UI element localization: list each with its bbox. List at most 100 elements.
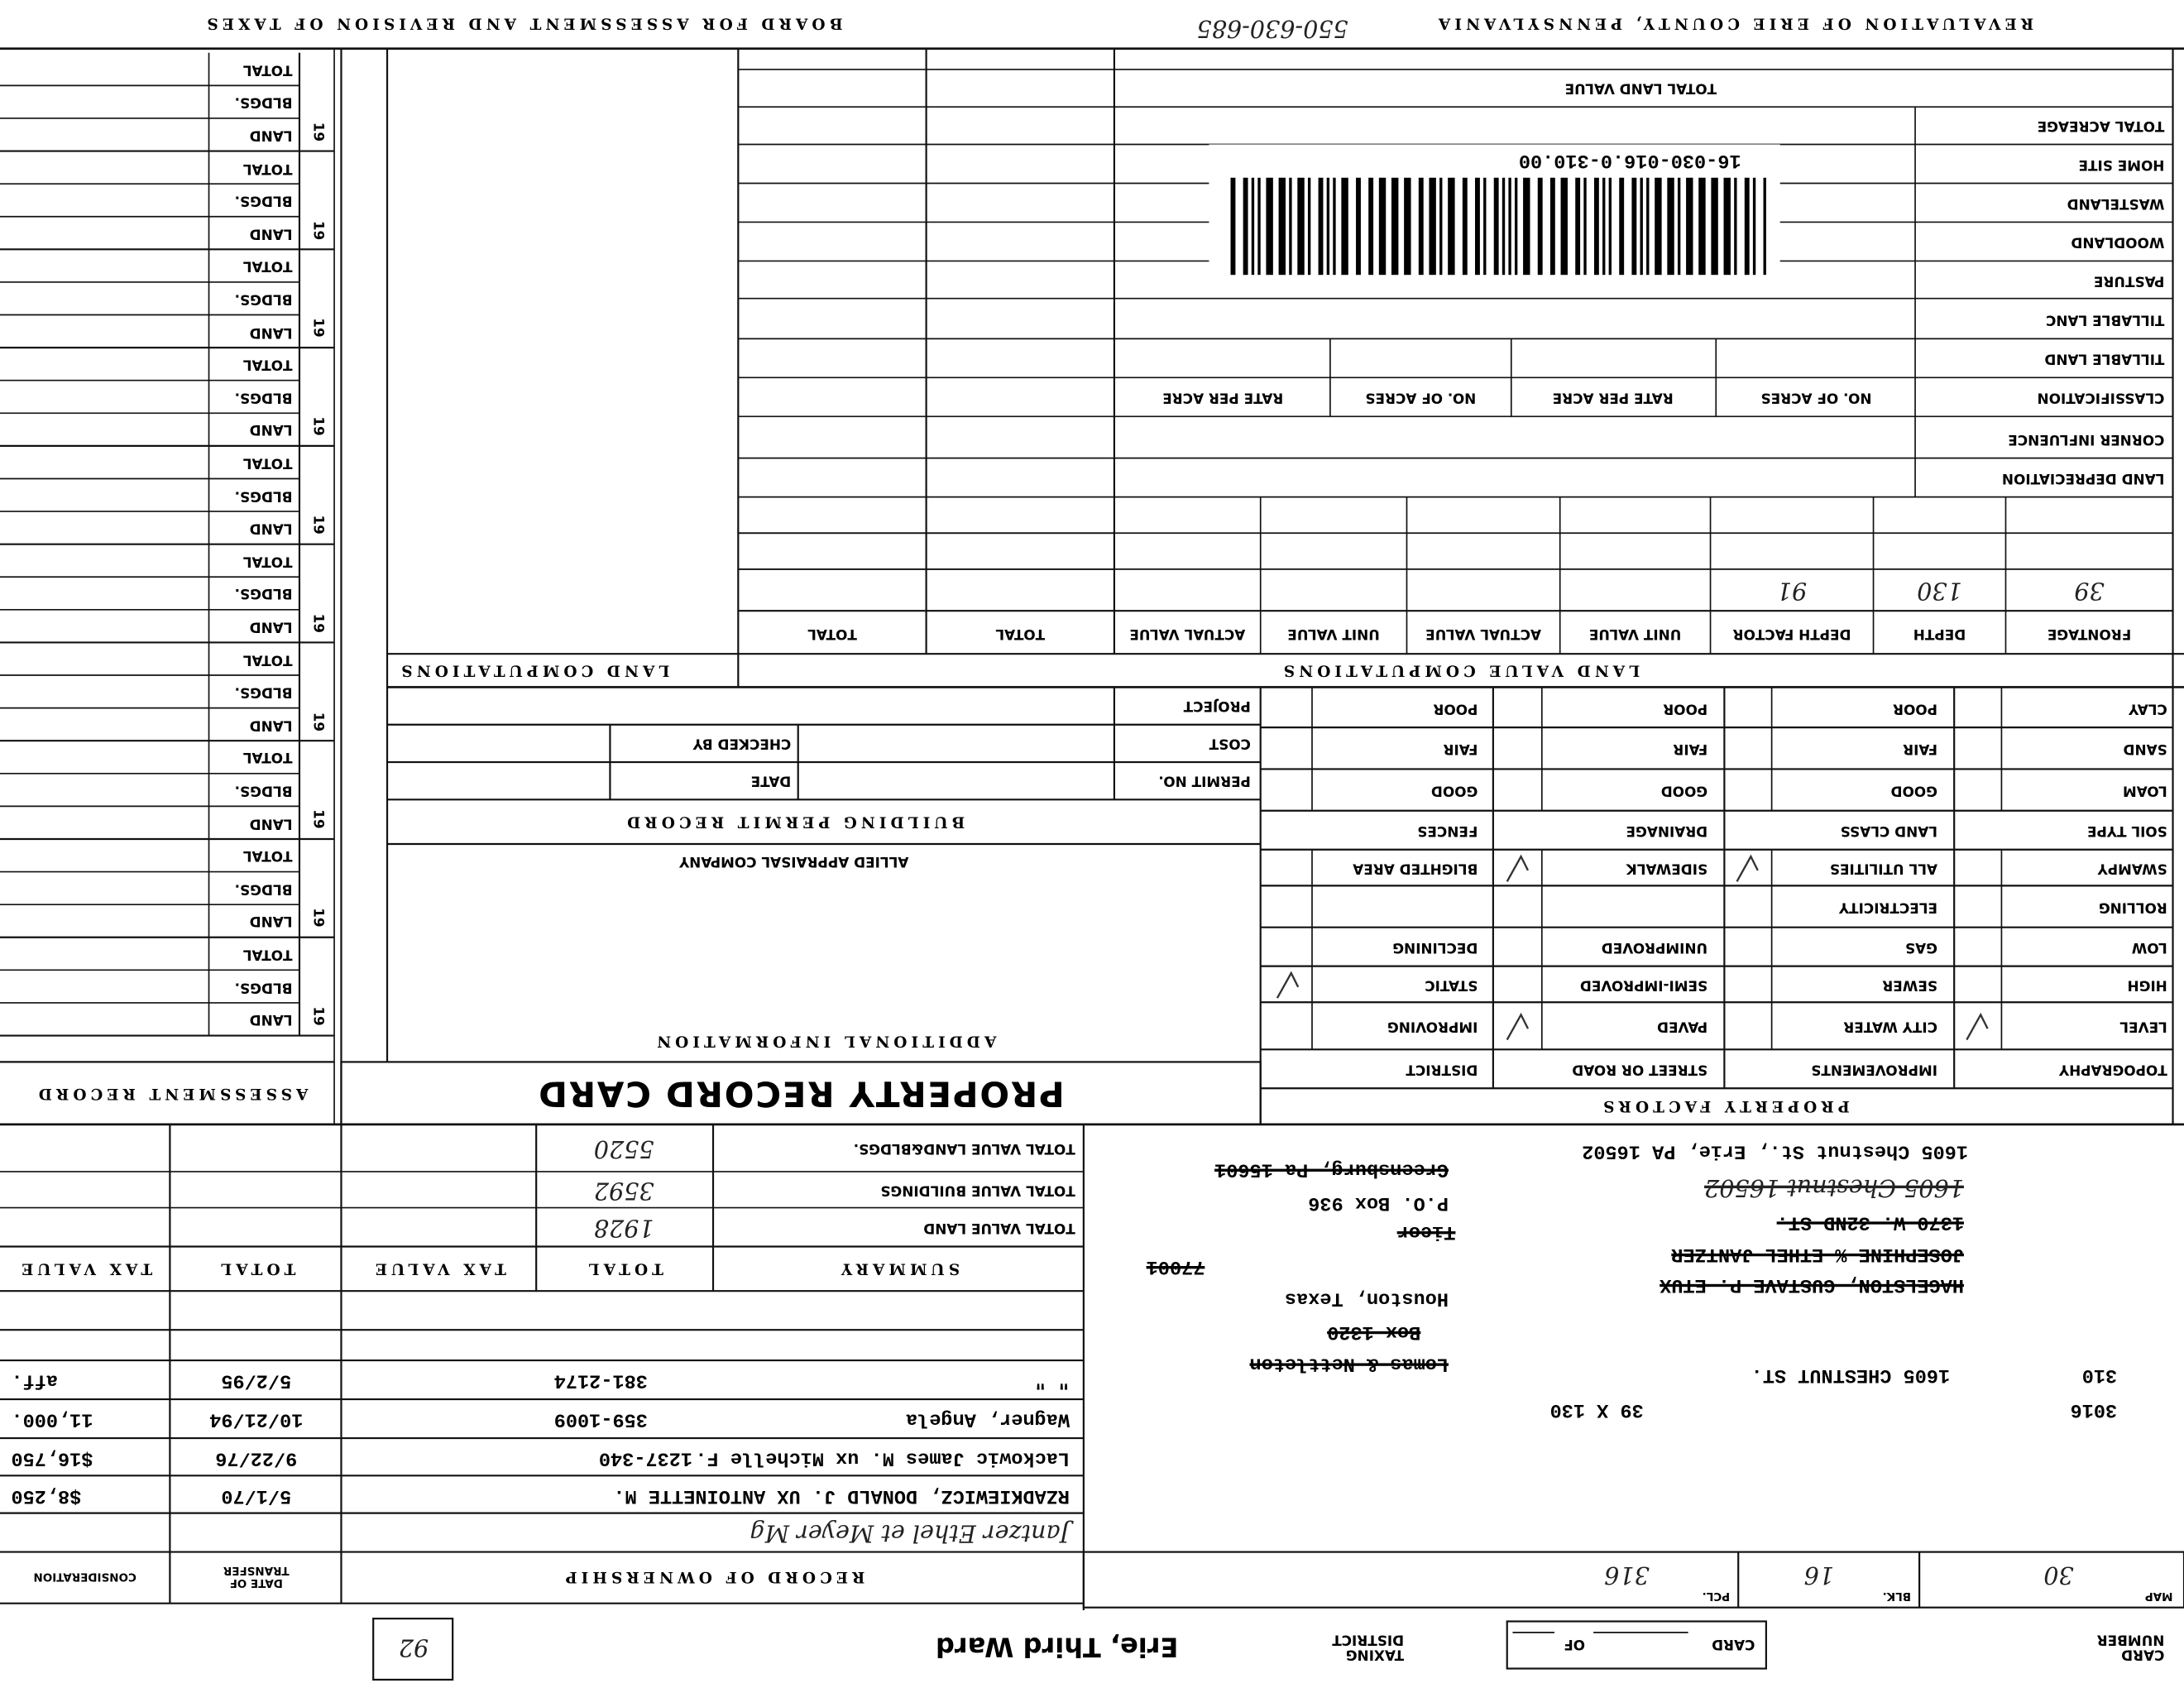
- label: RZADKIEWICZ, DONALD J. UX ANTOINETTE M.: [613, 1484, 1070, 1507]
- label: TOTAL: [242, 946, 293, 961]
- label: ALLIED APPRAISAL COMPANY: [678, 852, 909, 869]
- label: ACTUAL VALUE: [1425, 625, 1542, 641]
- label: WOODLAND: [2071, 233, 2165, 250]
- label: TOTAL: [217, 1259, 296, 1278]
- label: 1928: [593, 1213, 654, 1241]
- barcode-bar: [1711, 177, 1718, 276]
- address-line: 1370 W. 32ND ST.: [1776, 1210, 1964, 1233]
- barcode-bar: [1619, 177, 1625, 276]
- label: ACTUAL VALUE: [1129, 625, 1246, 641]
- label: POOR: [1893, 700, 1937, 716]
- barcode-bar: [1326, 177, 1330, 276]
- barcode-bar: [1502, 177, 1506, 276]
- label: TAXING DISTRICT: [1332, 1631, 1405, 1662]
- label: DECLINING: [1392, 938, 1478, 955]
- label: BLDGS.: [234, 683, 293, 700]
- label: HIGH: [2127, 976, 2167, 992]
- label: TOTAL VALUE LAND: [923, 1219, 1075, 1235]
- label: TOTAL: [242, 749, 293, 765]
- label: TOTAL: [807, 625, 857, 641]
- label: BLK.: [1882, 1590, 1911, 1603]
- label: RATE PER ACRE: [1162, 389, 1284, 405]
- label: STATIC: [1425, 976, 1478, 992]
- label: CORNER INFLUENCE: [2008, 430, 2165, 447]
- label: SUMMARY: [836, 1259, 960, 1278]
- label: BLDGS.: [234, 880, 293, 896]
- label: DISTRICT: [1406, 1061, 1478, 1077]
- card-title: PROPERTY RECORD CARD: [537, 1073, 1065, 1115]
- label: BLDGS.: [234, 290, 293, 306]
- label: BLIGHTED AREA: [1353, 860, 1478, 875]
- label: 16-030-016.0-310.00: [1518, 148, 1741, 171]
- barcode-bar: [1251, 177, 1255, 276]
- barcode-bar: [1318, 177, 1324, 276]
- label: GOOD: [1430, 782, 1478, 798]
- check-mark: [1966, 1012, 1989, 1041]
- address-line: Lomas & Nettleton: [1249, 1352, 1449, 1374]
- barcode-bar: [1341, 177, 1348, 276]
- label: 1237-340: [598, 1446, 693, 1469]
- label: TOTAL: [242, 847, 293, 864]
- label: LAND: [249, 913, 293, 929]
- barcode-bar: [1631, 177, 1637, 276]
- label: SAND: [2123, 741, 2167, 756]
- label: LAND: [249, 618, 293, 634]
- label: UNIT VALUE: [1287, 625, 1380, 641]
- label: TOTAL: [242, 160, 293, 175]
- label: 11,000.: [11, 1407, 93, 1430]
- barcode-bar: [1537, 177, 1543, 276]
- label: LAND: [249, 520, 293, 536]
- label: RECORD OF OWNERSHIP: [561, 1567, 865, 1586]
- year-prefix: 19: [309, 416, 326, 437]
- label: REVALUATION OF ERIE COUNTY, PENNSYLVANIA: [1434, 14, 2034, 33]
- label: SWAMPY: [2097, 860, 2167, 875]
- year-prefix: 19: [309, 122, 326, 141]
- barcode-bar: [1474, 177, 1480, 276]
- label: 5/1/70: [221, 1484, 292, 1507]
- address-line: Box 1320: [1327, 1320, 1421, 1343]
- label: BLDGS.: [234, 389, 293, 405]
- barcode-bar: [1646, 177, 1650, 276]
- barcode-bar: [1333, 177, 1336, 276]
- label: IMPROVING: [1387, 1018, 1478, 1034]
- label: " ": [1034, 1369, 1070, 1391]
- label: DRAINAGE: [1626, 822, 1708, 838]
- label: 30: [2043, 1560, 2074, 1589]
- label: UNIMPROVED: [1601, 938, 1708, 955]
- label: 16: [1803, 1560, 1835, 1589]
- label: DEPTH: [1913, 625, 1966, 641]
- address-line: 310: [2081, 1363, 2118, 1386]
- label: LOW: [2131, 938, 2167, 955]
- label: TOTAL: [242, 61, 293, 77]
- label: TILLABLE LAND: [2044, 350, 2165, 367]
- label: PERMIT NO.: [1158, 772, 1251, 789]
- barcode-bar: [1763, 177, 1766, 276]
- label: 130: [1917, 576, 1962, 604]
- label: TOTAL LAND VALUE: [1564, 79, 1717, 95]
- barcode-bar: [1593, 177, 1599, 276]
- label: ADDITIONAL INFORMATION: [653, 1032, 997, 1051]
- label: Jantzer Ethel et Meyer Mg: [750, 1518, 1070, 1547]
- barcode-bar: [1243, 177, 1248, 276]
- barcode-bar: [1752, 177, 1756, 276]
- address-line: Greensburg, Pa 15601: [1214, 1158, 1449, 1180]
- label: ELECTRICITY: [1838, 899, 1937, 914]
- label: POOR: [1433, 700, 1478, 716]
- label: LAND COMPUTATIONS: [397, 661, 670, 680]
- label: PROJECT: [1183, 698, 1251, 713]
- label: TAX VALUE: [371, 1259, 506, 1278]
- address-line: 1605 CHESTNUT ST.: [1751, 1363, 1951, 1386]
- label: 359-1009: [553, 1407, 648, 1430]
- label: SEMI-IMPROVED: [1579, 976, 1708, 992]
- ward-box: [372, 1618, 454, 1681]
- label: ASSESSMENT RECORD: [34, 1085, 309, 1103]
- address-line: HAGELSTON, GUSTAVE P. ETUX: [1660, 1273, 1964, 1296]
- label: LAND: [249, 127, 293, 142]
- year-prefix: 19: [309, 515, 326, 535]
- label: UNIT VALUE: [1588, 625, 1682, 641]
- label: LAND: [249, 421, 293, 438]
- label: BLDGS.: [234, 192, 293, 209]
- address-line: JOSEPHINE % ETHEL JANTZER: [1671, 1242, 1964, 1265]
